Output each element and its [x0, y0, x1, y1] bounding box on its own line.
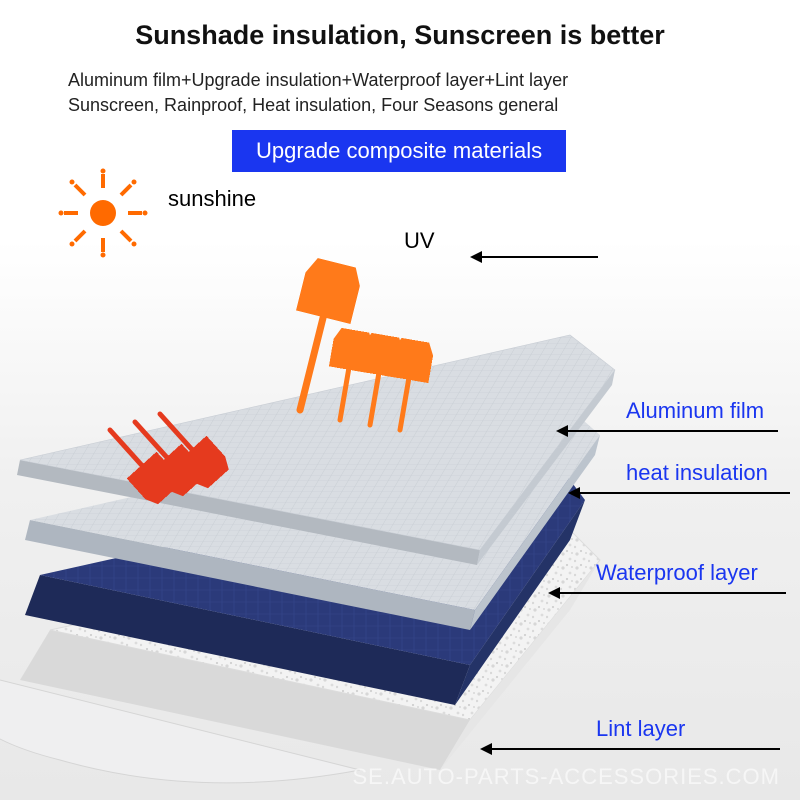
subtitle-line-2: Sunscreen, Rainproof, Heat insulation, F… [68, 93, 568, 118]
uv-arrow [480, 256, 598, 258]
layer-arrow-lint [490, 748, 780, 750]
subtitle-block: Aluminum film+Upgrade insulation+Waterpr… [68, 68, 568, 118]
layer-arrow-heat [578, 492, 790, 494]
layer-label-lint: Lint layer [596, 716, 685, 742]
layer-label-heat: heat insulation [626, 460, 768, 486]
uv-label: UV [404, 228, 435, 254]
layer-arrow-waterproof [558, 592, 786, 594]
layer-label-waterproof: Waterproof layer [596, 560, 758, 586]
page-title: Sunshade insulation, Sunscreen is better [0, 20, 800, 51]
watermark: SE.AUTO-PARTS-ACCESSORIES.COM [352, 764, 780, 790]
subtitle-line-1: Aluminum film+Upgrade insulation+Waterpr… [68, 68, 568, 93]
badge: Upgrade composite materials [232, 130, 566, 172]
layers-diagram [0, 200, 800, 800]
layer-arrow-aluminum [566, 430, 778, 432]
layer-label-aluminum: Aluminum film [626, 398, 764, 424]
